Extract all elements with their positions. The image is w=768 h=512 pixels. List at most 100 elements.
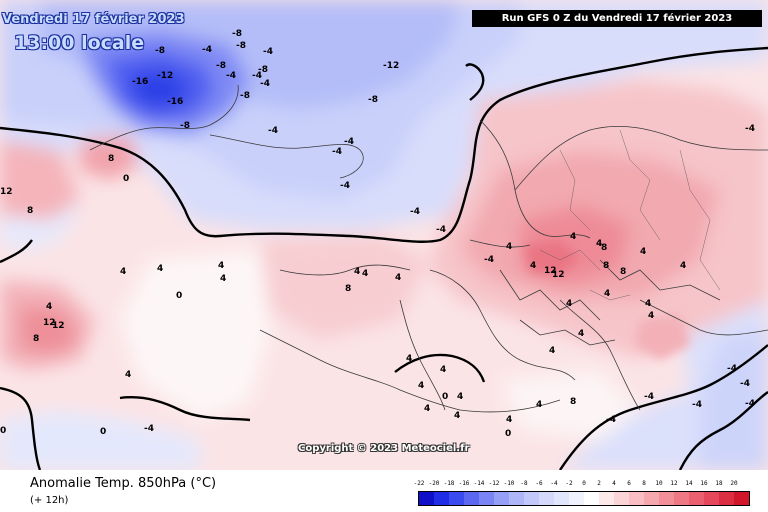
contour-value-label: 0 — [123, 174, 130, 184]
contour-value-label: 12 — [552, 270, 565, 280]
color-scale-swatch — [734, 492, 749, 505]
contour-value-label: 4 — [645, 299, 652, 309]
contour-value-label: 4 — [46, 302, 53, 312]
contour-value-label: -4 — [144, 424, 154, 434]
color-scale-swatch — [554, 492, 569, 505]
contour-value-label: 4 — [218, 261, 225, 271]
contour-value-label: 8 — [570, 397, 577, 407]
contour-value-label: -4 — [484, 255, 494, 265]
color-scale-ticks: -22 -20 -18 -16 -14 -12 -10 -8 -6 -4 -2 0 2 4 6 8 10 12 14… — [414, 480, 749, 490]
contour-value-label: -8 — [180, 121, 190, 131]
color-scale-tick: 8 — [642, 480, 646, 487]
contour-value-label: 4 — [125, 370, 132, 380]
contour-value-label: 4 — [506, 415, 513, 425]
contour-value-label: -4 — [740, 379, 750, 389]
color-scale-swatch — [674, 492, 689, 505]
color-scale-swatch — [464, 492, 479, 505]
contour-value-label: 4 — [536, 400, 543, 410]
contour-value-label: -12 — [383, 61, 400, 71]
contour-value-label: 4 — [648, 311, 655, 321]
contour-value-label: 4 — [406, 354, 413, 364]
contour-value-label: 4 — [680, 261, 687, 271]
color-scale-swatch — [659, 492, 674, 505]
color-scale-tick: 20 — [730, 480, 738, 487]
coastlines — [89, 84, 768, 413]
color-scale-swatch — [584, 492, 599, 505]
contour-value-label: -4 — [745, 124, 755, 134]
contour-value-label: -4 — [268, 126, 278, 136]
contour-value-label: 4 — [566, 299, 573, 309]
contour-value-label: 4 — [362, 269, 369, 279]
color-scale-tick: 4 — [612, 480, 616, 487]
color-scale-swatch — [644, 492, 659, 505]
contour-value-label: -4 — [644, 392, 654, 402]
color-scale-tick: -20 — [428, 480, 440, 487]
contour-value-label: 4 — [440, 365, 447, 375]
color-scale-tick: -22 — [413, 480, 425, 487]
color-scale-tick: -16 — [458, 480, 470, 487]
color-scale-tick: -18 — [443, 480, 455, 487]
contour-value-label: 12 — [0, 187, 13, 197]
color-scale-tick: 6 — [627, 480, 631, 487]
contour-value-label: 4 — [604, 289, 611, 299]
color-scale-swatch — [689, 492, 704, 505]
contour-value-label: -4 — [226, 71, 236, 81]
map-canvas — [0, 0, 768, 470]
contour-value-label: 4 — [157, 264, 164, 274]
anomaly-map: -8 -8 -4 -8 -8 -4 -16 -12 -16 -8 -12 -8 -8 -4 -8 -4 -4 -4… — [0, 0, 768, 470]
contour-value-label: -4 — [332, 147, 342, 157]
contour-value-label: -16 — [167, 97, 184, 107]
color-scale-swatch — [539, 492, 554, 505]
contour-value-label: -4 — [436, 225, 446, 235]
color-scale-tick: -4 — [550, 480, 558, 487]
color-scale-tick: 14 — [685, 480, 693, 487]
color-scale-tick: 12 — [670, 480, 678, 487]
color-scale-tick: 2 — [597, 480, 601, 487]
contour-value-label: 8 — [601, 243, 608, 253]
contour-value-label: -4 — [344, 137, 354, 147]
contour-value-label: 8 — [620, 267, 627, 277]
contour-value-label: 4 — [418, 381, 425, 391]
contour-value-label: -8 — [368, 95, 378, 105]
color-scale-swatch — [509, 492, 524, 505]
contour-value-label: 4 — [570, 232, 577, 242]
contour-value-label: 0 — [0, 426, 7, 436]
contour-value-label: 4 — [454, 411, 461, 421]
contour-value-label: -4 — [745, 399, 755, 409]
borders — [539, 129, 721, 301]
contour-value-label: 12 — [52, 321, 65, 331]
contour-value-label: 0 — [442, 392, 449, 402]
contour-value-label: 4 — [395, 273, 402, 283]
contour-value-label: -4 — [606, 415, 616, 425]
contour-value-label: 4 — [120, 267, 127, 277]
contour-value-label: 4 — [530, 261, 537, 271]
contour-value-label: -12 — [157, 71, 174, 81]
color-scale-swatch — [419, 492, 434, 505]
color-scale-tick: -8 — [520, 480, 528, 487]
contour-value-label: 4 — [596, 239, 603, 249]
contour-value-label: -4 — [260, 79, 270, 89]
contour-value-label: 12 — [544, 266, 557, 276]
contour-value-label: -4 — [692, 400, 702, 410]
forecast-date: Vendredi 17 février 2023 — [2, 12, 185, 27]
contour-value-label: -4 — [410, 207, 420, 217]
color-scale-bar — [418, 491, 750, 506]
contour-value-label: 0 — [100, 427, 107, 437]
contour-value-label: 4 — [354, 267, 361, 277]
contour-value-label: -8 — [240, 91, 250, 101]
contour-value-label: 4 — [424, 404, 431, 414]
contour-value-label: -4 — [727, 364, 737, 374]
color-scale-tick: 16 — [700, 480, 708, 487]
color-scale-swatch — [569, 492, 584, 505]
run-info-banner: Run GFS 0 Z du Vendredi 17 février 2023 — [472, 10, 762, 27]
contour-value-label: 4 — [578, 329, 585, 339]
contour-value-label: -8 — [236, 41, 246, 51]
color-scale: -22 -20 -18 -16 -14 -12 -10 -8 -6 -4 -2 0 2 4 6 8 10 12 14… — [414, 480, 750, 506]
color-scale-tick: -6 — [535, 480, 543, 487]
contour-value-label: -8 — [258, 65, 268, 75]
color-scale-tick: -2 — [565, 480, 573, 487]
color-scale-swatch — [479, 492, 494, 505]
color-scale-swatch — [719, 492, 734, 505]
contour-value-label: -8 — [232, 29, 242, 39]
color-scale-swatch — [629, 492, 644, 505]
